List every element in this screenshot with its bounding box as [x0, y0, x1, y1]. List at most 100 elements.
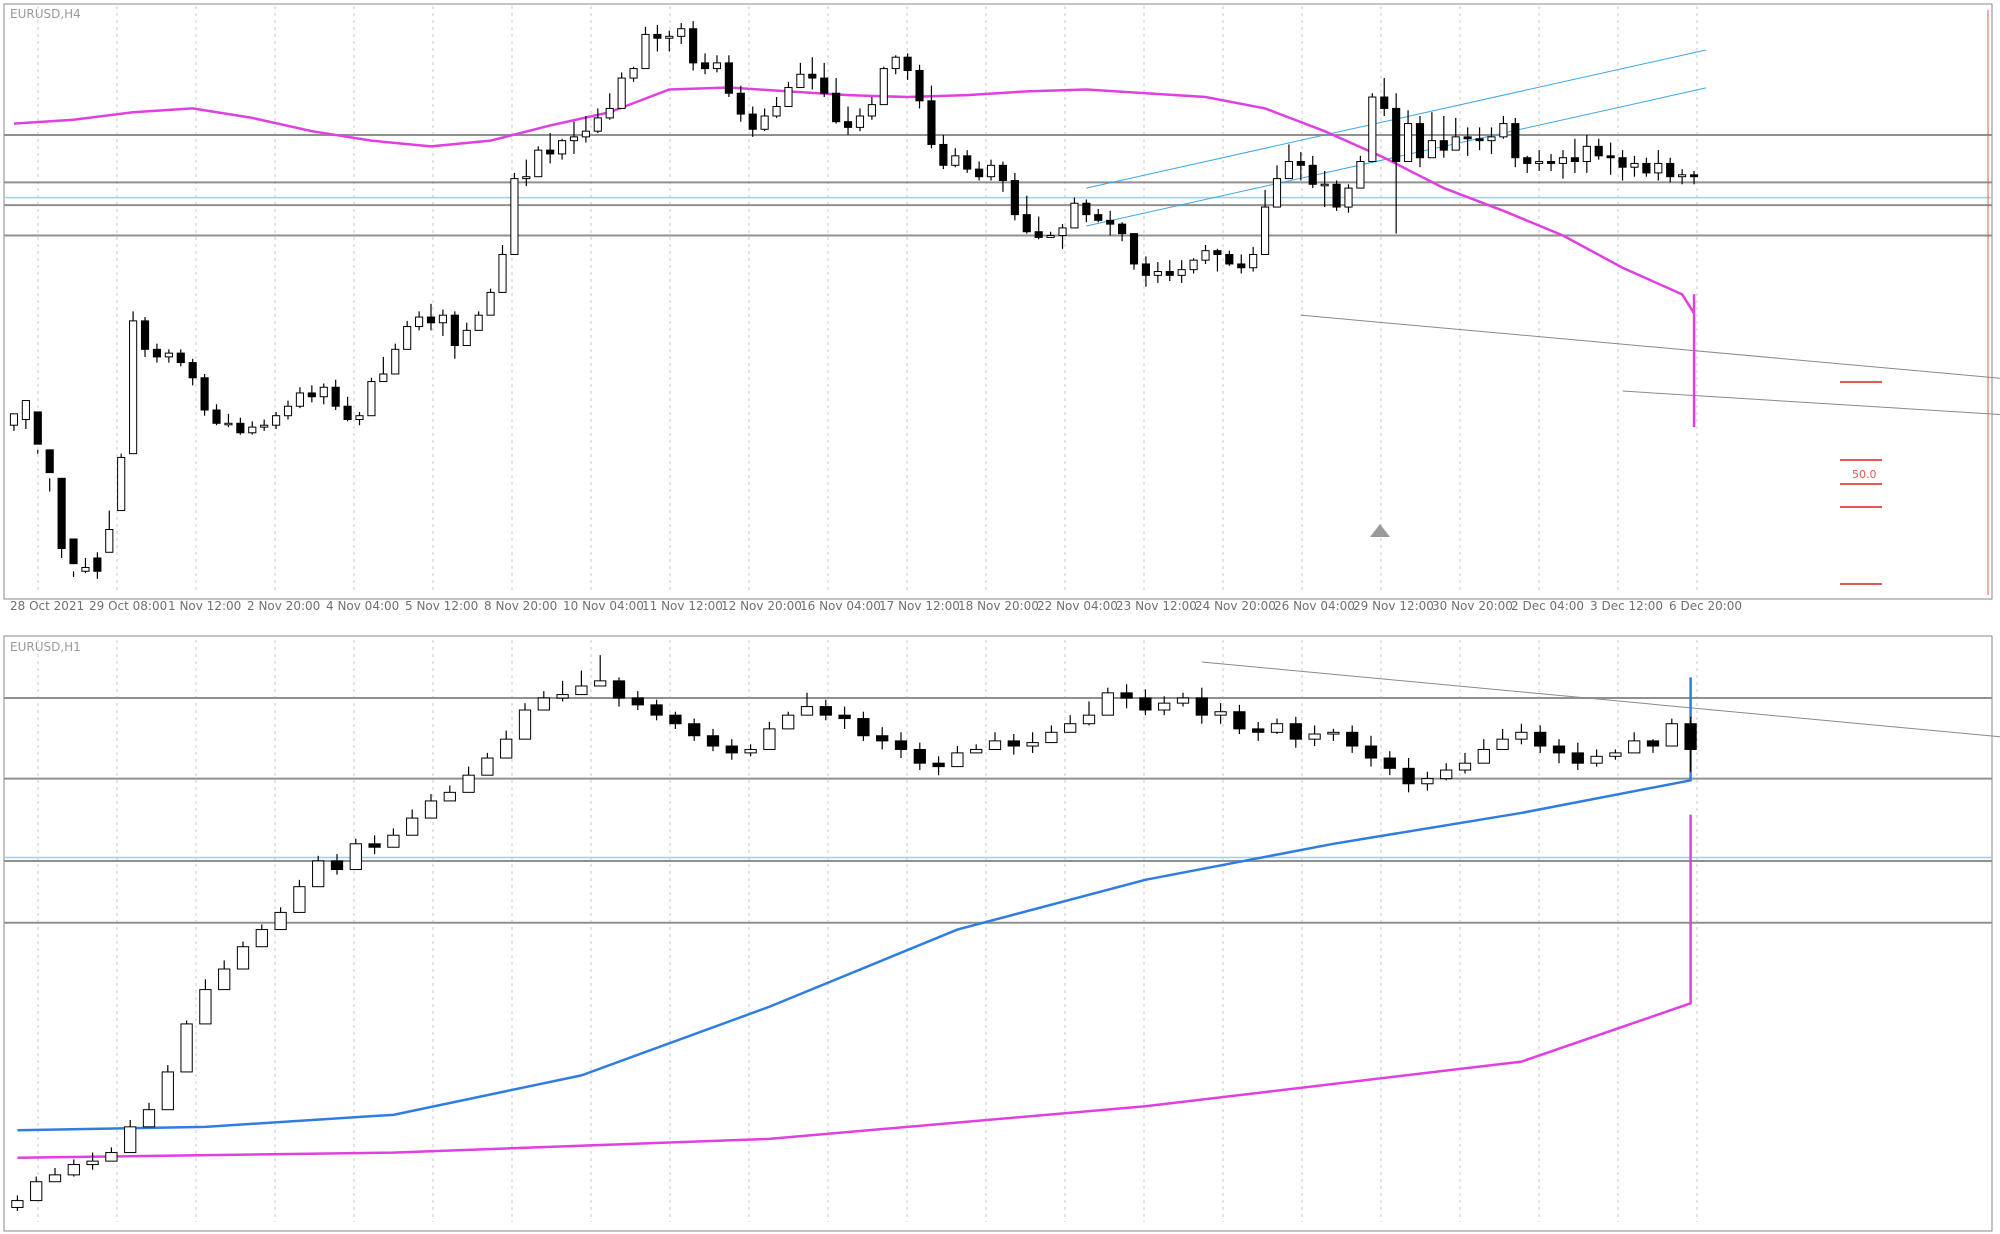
- candle-body: [1082, 714, 1096, 725]
- candle-body: [903, 56, 912, 71]
- x-tick-label: 24 Nov 20:00: [1195, 599, 1276, 613]
- candle-body: [594, 680, 607, 687]
- x-tick-label: 2 Dec 04:00: [1511, 599, 1584, 613]
- candle-body: [760, 115, 769, 130]
- candle-body: [1427, 140, 1436, 159]
- candle-body: [1344, 187, 1353, 208]
- candle-body: [415, 316, 424, 328]
- x-tick-label: 4 Nov 04:00: [326, 599, 399, 613]
- candle-body: [763, 728, 776, 750]
- candle-body: [1642, 162, 1651, 174]
- candle-body: [641, 33, 650, 70]
- candle-body: [1678, 174, 1687, 178]
- candle-body: [1523, 157, 1532, 164]
- candle-body: [1022, 214, 1031, 233]
- candle-body: [808, 73, 817, 79]
- candle-body: [1689, 174, 1699, 178]
- candle-body: [200, 377, 209, 411]
- candle-body: [1628, 740, 1641, 754]
- candle-body: [1511, 123, 1520, 159]
- candle-body: [164, 352, 173, 358]
- candle-body: [1552, 745, 1566, 754]
- top-chart-panel[interactable]: EURUSD,H4 28 Oct 2021 29 Oct 08:00 1 Nov 1…: [3, 3, 2000, 719]
- fibo-label: 50.0: [1852, 468, 1877, 481]
- candle-body: [1439, 140, 1448, 151]
- candle-body: [1606, 155, 1615, 159]
- candle-body: [343, 405, 352, 421]
- candle-body: [1327, 731, 1340, 735]
- candle-body: [772, 106, 781, 117]
- candle-body: [236, 946, 250, 970]
- x-tick-label: 3 Dec 12:00: [1590, 599, 1663, 613]
- candle-body: [665, 35, 674, 39]
- candle-body: [1120, 692, 1133, 699]
- top-chart-frame: [3, 3, 1993, 600]
- candle-body: [69, 538, 78, 565]
- candle-body: [319, 386, 328, 398]
- candle-body: [1666, 162, 1675, 178]
- candle-body: [142, 1109, 156, 1128]
- candle-body: [1165, 271, 1174, 276]
- candle-body: [605, 107, 614, 119]
- candle-body: [1261, 206, 1270, 255]
- candle-body: [1477, 748, 1490, 764]
- candle-body: [1402, 767, 1415, 785]
- candle-body: [1233, 711, 1246, 730]
- candle-body: [474, 314, 483, 331]
- candle-body: [1534, 731, 1547, 747]
- candle-body: [498, 253, 507, 293]
- candle-body: [669, 714, 682, 725]
- candle-body: [1177, 269, 1186, 276]
- candle-body: [218, 968, 231, 991]
- candle-body: [438, 314, 447, 324]
- candle-body: [510, 178, 519, 255]
- candle-body: [800, 706, 814, 716]
- candle-body: [1618, 157, 1627, 168]
- candle-body: [575, 685, 588, 696]
- candle-body: [581, 130, 590, 138]
- candle-body: [1141, 263, 1151, 276]
- candle-body: [1284, 161, 1293, 180]
- candle-body: [1332, 183, 1341, 208]
- candle-body: [915, 69, 924, 102]
- x-tick-label: 28 Oct 2021: [10, 599, 84, 613]
- candle-body: [81, 566, 90, 572]
- candle-body: [1570, 157, 1579, 163]
- candle-body: [1064, 723, 1077, 733]
- candle-body: [45, 449, 54, 474]
- candle-body: [387, 834, 400, 848]
- candle-body: [1106, 219, 1115, 225]
- candle-body: [105, 529, 114, 553]
- candle-body: [1654, 162, 1663, 174]
- trend-line: [1622, 390, 2000, 416]
- candle-body: [48, 1174, 62, 1183]
- candle-body: [1415, 123, 1425, 159]
- candle-body: [796, 73, 805, 89]
- candle-body: [486, 291, 495, 316]
- candle-body: [1153, 271, 1162, 276]
- candle-body: [1308, 733, 1321, 740]
- candle-body: [855, 115, 865, 128]
- candle-body: [1195, 697, 1208, 716]
- candle-body: [546, 149, 555, 155]
- candle-body: [255, 929, 268, 948]
- candle-body: [105, 1152, 118, 1162]
- candle-body: [927, 100, 936, 145]
- candle-body: [33, 411, 42, 445]
- moving-average-line: [13, 86, 1696, 428]
- candle-body: [1272, 178, 1282, 208]
- candle-body: [283, 405, 293, 417]
- candle-body: [913, 748, 926, 764]
- candle-body: [212, 409, 221, 424]
- x-tick-label: 8 Nov 20:00: [484, 599, 557, 613]
- x-tick-label: 29 Oct 08:00: [89, 599, 167, 613]
- candle-body: [688, 723, 701, 737]
- candle-body: [1139, 697, 1152, 711]
- candle-body: [838, 714, 851, 720]
- candle-body: [57, 477, 66, 549]
- bottom-chart-panel[interactable]: EURUSD,H1: [3, 635, 2000, 1232]
- candle-body: [1213, 250, 1222, 255]
- candle-body: [199, 989, 212, 1025]
- candle-body: [180, 1023, 193, 1073]
- x-tick-label: 5 Nov 12:00: [405, 599, 478, 613]
